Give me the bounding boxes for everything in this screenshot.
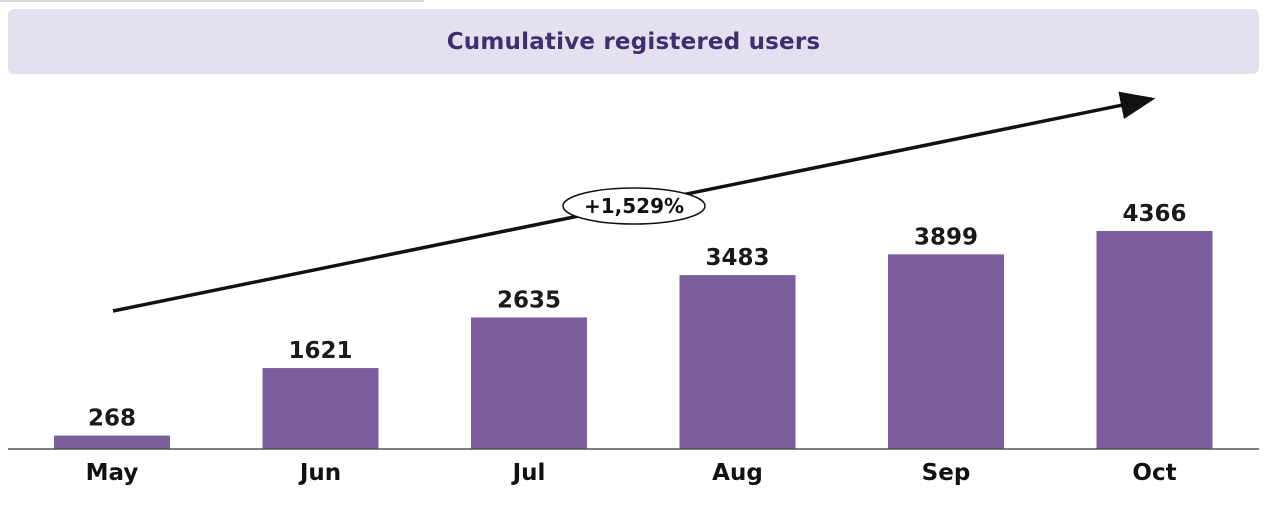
bar-sep (888, 254, 1004, 449)
bars-layer: 268 May 1621 Jun 2635 Jul 3483 Aug 3899 Sep 4366 Oc… (54, 201, 1213, 486)
bar-value-oct: 4366 (1122, 201, 1186, 227)
growth-badge (562, 187, 706, 225)
x-tick-jun: Jun (298, 460, 341, 486)
x-tick-oct: Oct (1132, 460, 1176, 486)
bar-jun (262, 368, 379, 449)
x-tick-sep: Sep (922, 460, 971, 486)
bar-value-may: 268 (88, 406, 136, 432)
bar-value-aug: 3483 (705, 245, 769, 271)
title-banner: Cumulative registered users (8, 9, 1259, 74)
top-rule (0, 0, 424, 2)
x-tick-aug: Aug (712, 460, 763, 486)
bar-value-sep: 3899 (914, 224, 978, 250)
growth-percentage: +1,529% (584, 194, 684, 218)
bar-value-jul: 2635 (497, 287, 561, 313)
chart-title: Cumulative registered users (446, 28, 821, 55)
bar-oct (1096, 231, 1213, 449)
x-tick-may: May (86, 460, 139, 486)
bar-jul (471, 317, 587, 449)
x-tick-jul: Jul (511, 460, 546, 486)
growth-arrow: +1,529% (112, 91, 1156, 313)
bar-may (54, 435, 170, 449)
bar-value-jun: 1621 (288, 338, 352, 364)
bar-aug (679, 275, 796, 449)
